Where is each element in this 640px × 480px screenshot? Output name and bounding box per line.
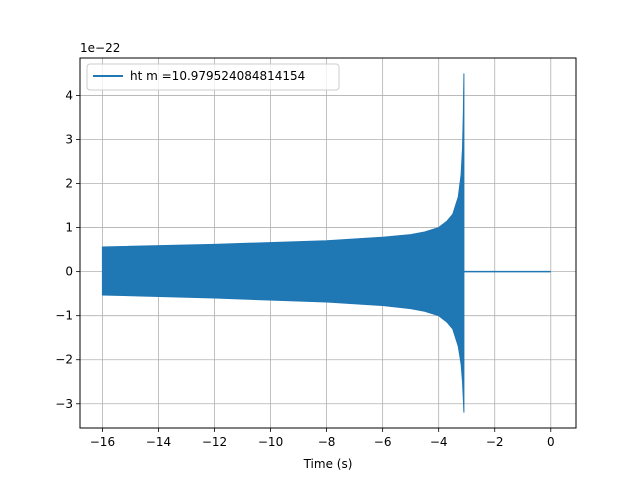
x-axis: −16 −14 −12 −10 −8 −6 −4 −2 0 [90, 428, 555, 449]
y-axis: −3 −2 −1 0 1 2 3 4 [55, 88, 80, 411]
y-tick-label: 1 [65, 221, 73, 235]
legend-box [86, 63, 340, 91]
x-tick-label: −6 [374, 435, 392, 449]
legend-label: ht m =10.979524084814154 [130, 69, 305, 83]
plot-area [101, 73, 551, 413]
y-tick-label: 2 [65, 177, 73, 191]
x-tick-label: −16 [90, 435, 115, 449]
axes-frame [79, 57, 577, 429]
x-tick-label: −10 [258, 435, 283, 449]
legend: ht m =10.979524084814154 [86, 63, 340, 91]
y-tick-label: −3 [55, 397, 73, 411]
x-tick-label: −8 [318, 435, 336, 449]
y-tick-label: 4 [65, 88, 73, 102]
x-tick-label: −12 [202, 435, 227, 449]
x-axis-label: Time (s) [303, 457, 353, 471]
series-oscillation-band [101, 73, 465, 413]
y-scale-label: 1e−22 [80, 41, 120, 55]
x-tick-label: −14 [146, 435, 171, 449]
y-tick-label: −1 [55, 309, 73, 323]
y-tick-label: −2 [55, 353, 73, 367]
y-tick-label: 3 [65, 132, 73, 146]
x-tick-label: 0 [547, 435, 555, 449]
x-tick-label: −2 [486, 435, 504, 449]
y-tick-label: 0 [65, 265, 73, 279]
x-tick-label: −4 [430, 435, 448, 449]
